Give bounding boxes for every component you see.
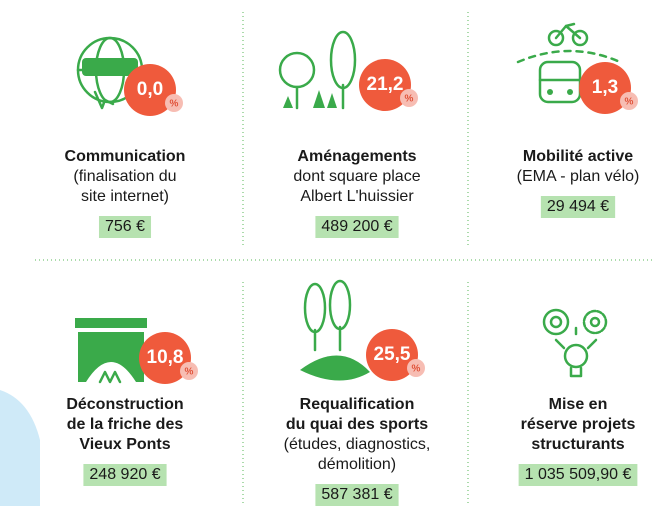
item-title: structurants xyxy=(531,436,624,453)
item-subtitle: Albert L'huissier xyxy=(300,188,414,205)
bridge-icon xyxy=(75,318,147,384)
percent-sign-badge xyxy=(400,89,418,107)
item-subtitle: (finalisation du xyxy=(73,168,176,185)
item-title: de la friche des xyxy=(67,416,184,433)
percent: 21,2 xyxy=(367,74,404,95)
item-title: Communication xyxy=(65,148,186,165)
percent-sign: % xyxy=(170,99,179,110)
amount: 587 381 € xyxy=(321,486,392,503)
percent-sign-badge xyxy=(165,94,183,112)
amount: 1 035 509,90 € xyxy=(525,466,632,483)
item-subtitle: démolition) xyxy=(318,456,396,473)
item-subtitle: (études, diagnostics, xyxy=(284,436,431,453)
item-title: Déconstruction xyxy=(66,396,183,413)
percent-badge xyxy=(124,64,176,116)
amount-box xyxy=(315,216,399,238)
percent-badge xyxy=(579,62,631,114)
globe-icon xyxy=(76,36,144,110)
percent-badge xyxy=(359,59,411,111)
trees-icon xyxy=(278,30,357,110)
item-title: du quai des sports xyxy=(286,416,428,433)
percent-sign-badge xyxy=(407,359,425,377)
percent: 25,5 xyxy=(374,344,411,365)
item-title: Requalification xyxy=(300,396,415,413)
item-title: Vieux Ponts xyxy=(79,436,170,453)
percent: 0,0 xyxy=(137,79,163,100)
percent-sign: % xyxy=(412,364,421,375)
percent-badge xyxy=(366,329,418,381)
percent-sign: % xyxy=(625,97,634,108)
amount: 756 € xyxy=(105,218,145,235)
percent-sign: % xyxy=(405,94,414,105)
background-shape xyxy=(0,390,40,506)
amount: 248 920 € xyxy=(89,466,160,483)
item-subtitle: dont square place xyxy=(293,168,420,185)
percent-badge xyxy=(139,332,191,384)
amount: 29 494 € xyxy=(547,198,609,215)
amount-box xyxy=(98,216,152,238)
percent: 10,8 xyxy=(147,347,184,368)
amount-box xyxy=(518,464,638,486)
mobility-icon xyxy=(516,22,622,104)
item-title: Mise en xyxy=(549,396,608,413)
ideas-icon xyxy=(542,308,608,378)
item-title: réserve projets xyxy=(521,416,636,433)
percent: 1,3 xyxy=(592,77,618,98)
amount-box xyxy=(83,464,167,486)
percent-sign: % xyxy=(185,367,194,378)
item-title: Mobilité active xyxy=(523,148,633,165)
item-subtitle: site internet) xyxy=(81,188,169,205)
item-subtitle: (EMA - plan vélo) xyxy=(517,168,640,185)
park-icon xyxy=(300,279,370,381)
amount-box xyxy=(540,196,616,218)
percent-sign-badge xyxy=(620,92,638,110)
amount: 489 200 € xyxy=(321,218,392,235)
percent-sign-badge xyxy=(180,362,198,380)
item-title: Aménagements xyxy=(297,148,416,165)
amount-box xyxy=(315,484,399,506)
